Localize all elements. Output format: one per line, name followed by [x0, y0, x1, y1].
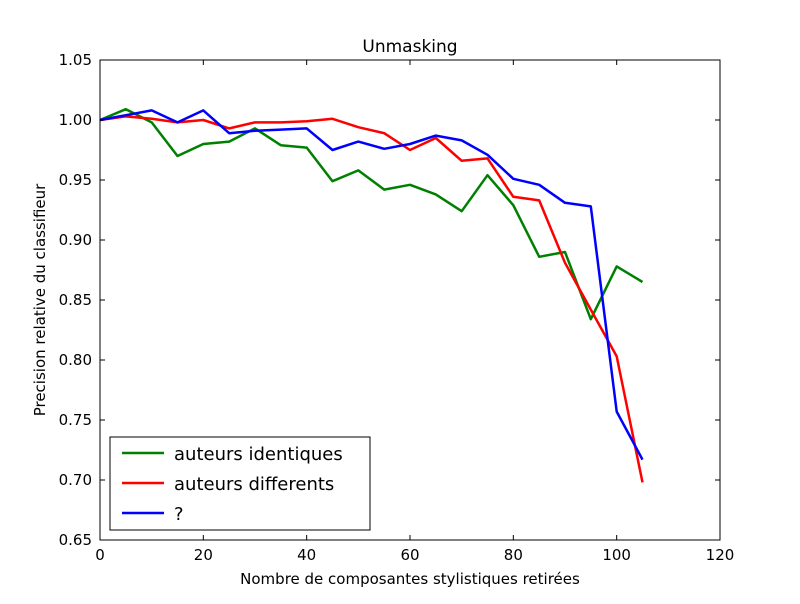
y-tick-label: 0.85 — [59, 291, 92, 309]
x-axis-label: Nombre de composantes stylistiques retir… — [240, 570, 580, 588]
series-line-3 — [99, 109, 644, 461]
x-tick-label: 20 — [194, 546, 213, 564]
series-line-2 — [99, 115, 644, 483]
legend-label: auteurs identiques — [174, 444, 343, 465]
y-tick-label: 1.05 — [59, 51, 92, 69]
series-layer — [99, 107, 644, 483]
legend-label: ? — [174, 504, 184, 525]
x-tick-label: 80 — [504, 546, 523, 564]
y-tick-label: 1.00 — [59, 111, 92, 129]
legend: auteurs identiques auteurs differents? — [109, 436, 371, 531]
y-tick-label: 0.70 — [59, 471, 92, 489]
ticks-layer: 0 20 40 60 80 100 120 0.65 0.70 0.75 0.80 0.85 0.90 0… — [59, 51, 735, 564]
x-tick-label: 40 — [297, 546, 316, 564]
x-tick-label: 0 — [95, 546, 105, 564]
x-tick-label: 60 — [400, 546, 419, 564]
y-tick-label: 0.65 — [59, 531, 92, 549]
y-tick-label: 0.95 — [59, 171, 92, 189]
series-line-1 — [99, 107, 644, 321]
legend-label: auteurs differents — [174, 474, 334, 495]
chart-title: Unmasking — [362, 37, 457, 57]
x-tick-label: 120 — [706, 546, 735, 564]
y-tick-label: 0.75 — [59, 411, 92, 429]
y-tick-label: 0.80 — [59, 351, 92, 369]
x-tick-label: 100 — [602, 546, 631, 564]
plot-area-frame — [99, 59, 721, 541]
y-axis-label: Precision relative du classifieur — [31, 183, 49, 416]
y-tick-label: 0.90 — [59, 231, 92, 249]
